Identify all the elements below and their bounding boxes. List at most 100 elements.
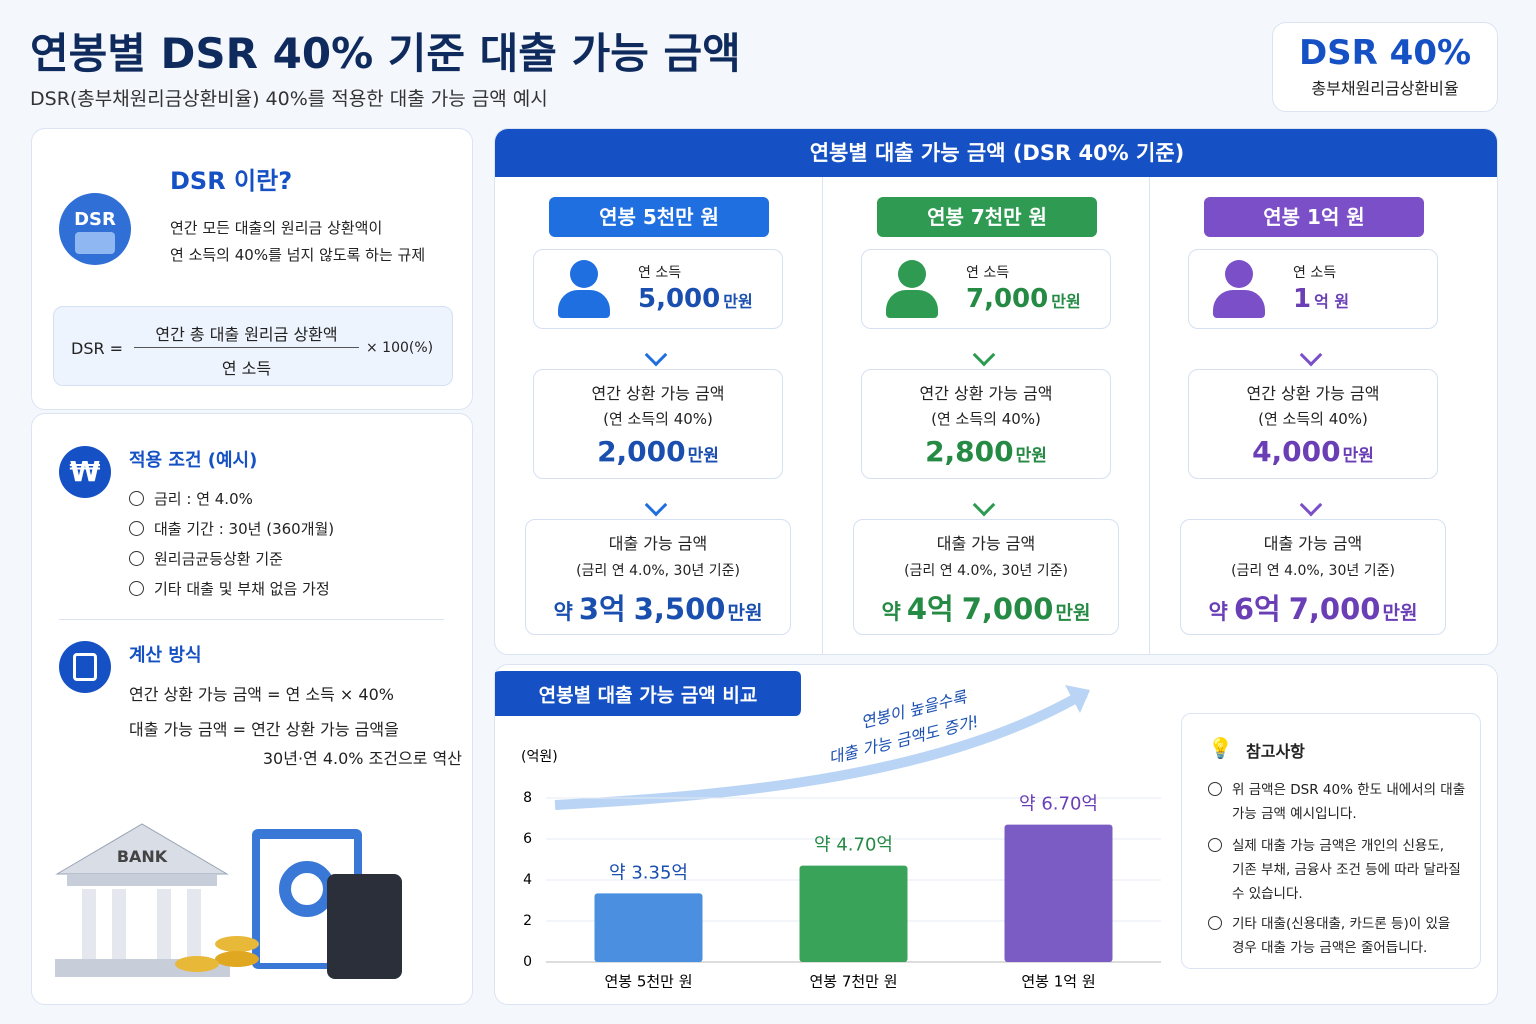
repay-number: 4,000 xyxy=(1252,435,1341,468)
method-line: 대출 가능 금액 = 연간 상환 가능 금액을 xyxy=(129,720,399,739)
down-arrow xyxy=(972,343,996,367)
fraction-line xyxy=(134,347,359,348)
person-icon xyxy=(1213,260,1265,320)
income-number: 7,000 xyxy=(966,284,1049,314)
loan-prefix: 약 xyxy=(881,600,901,624)
check-icon xyxy=(129,581,144,596)
icon-card xyxy=(75,232,115,254)
definition-title: DSR 이란? xyxy=(170,167,293,195)
formula-box: DSR = 연간 총 대출 원리금 상환액 연 소득 × 100(%) xyxy=(53,306,453,386)
repay-subtitle: (연 소득의 40%) xyxy=(931,410,1041,428)
condition-item: 대출 기간 : 30년 (360개월) xyxy=(154,520,335,538)
loan-title: 대출 가능 금액 xyxy=(1263,534,1363,553)
case-label: 연봉 1억 원 xyxy=(1204,197,1424,237)
conditions-title: 적용 조건 (예시) xyxy=(129,450,258,471)
income-label: 연 소득 xyxy=(966,265,1010,281)
method-title: 계산 방식 xyxy=(129,645,202,666)
income-number: 1 xyxy=(1293,284,1312,314)
calculator xyxy=(327,874,402,979)
repay-number: 2,800 xyxy=(925,435,1014,468)
definition-panel: DSR 이란? DSR 연간 모든 대출의 원리금 상환액이 연 소득의 40%… xyxy=(31,128,473,410)
person-head xyxy=(570,260,598,288)
income-box: 연 소득 1 억 원 xyxy=(1188,249,1438,329)
column xyxy=(157,889,171,959)
check-icon xyxy=(1208,916,1222,930)
person-head xyxy=(1225,260,1253,288)
repay-value: 2,800 만원 xyxy=(862,435,1110,468)
method-line: 30년·연 4.0% 조건으로 역산 xyxy=(262,749,462,768)
formula-factor: × 100(%) xyxy=(366,340,434,356)
loan-subtitle: (금리 연 4.0%, 30년 기준) xyxy=(576,563,740,579)
y-axis-label: (억원) xyxy=(521,749,558,765)
repay-subtitle: (연 소득의 40%) xyxy=(1258,410,1368,428)
repay-value: 2,000 만원 xyxy=(534,435,782,468)
loan-unit: 만원 xyxy=(1382,602,1418,624)
bank-label: BANK xyxy=(117,847,168,866)
value-label: 약 4.70억 xyxy=(814,835,893,856)
value-label: 약 3.35억 xyxy=(609,862,688,883)
loan-rest: 3,500 xyxy=(633,592,726,626)
bar xyxy=(1004,824,1113,962)
repay-title: 연간 상환 가능 금액 xyxy=(591,384,725,403)
loan-main: 6억 xyxy=(1233,592,1281,626)
check-icon xyxy=(129,521,144,536)
loan-rest: 7,000 xyxy=(1288,592,1381,626)
y-tick-label: 6 xyxy=(523,831,532,847)
column xyxy=(82,889,96,959)
page-title: 연봉별 DSR 40% 기준 대출 가능 금액 xyxy=(30,29,741,78)
dsr-icon-text: DSR xyxy=(74,209,116,230)
x-tick-label: 연봉 5천만 원 xyxy=(604,973,692,991)
loan-box: 대출 가능 금액 (금리 연 4.0%, 30년 기준) 약 3억 3,500 만원 xyxy=(525,519,791,635)
loan-title: 대출 가능 금액 xyxy=(608,534,708,553)
method-line: 연간 상환 가능 금액 = 연 소득 × 40% xyxy=(129,685,394,704)
repay-number: 2,000 xyxy=(597,435,686,468)
person-body xyxy=(886,290,938,318)
income-label: 연 소득 xyxy=(1293,265,1337,281)
chart-panel: 연봉별 대출 가능 금액 비교 (억원) 연봉이 높을수록 대출 가능 금액도 증… xyxy=(494,664,1498,1005)
column xyxy=(112,889,126,959)
coin xyxy=(215,936,259,952)
condition-item: 원리금균등상환 기준 xyxy=(154,550,283,568)
repay-box: 연간 상환 가능 금액 (연 소득의 40%) 2,800 만원 xyxy=(861,369,1111,479)
loan-box: 대출 가능 금액 (금리 연 4.0%, 30년 기준) 약 6억 7,000 만원 xyxy=(1180,519,1446,635)
down-arrow xyxy=(1299,493,1323,517)
loan-value: 약 6억 7,000 만원 xyxy=(1181,586,1445,628)
check-icon xyxy=(1208,838,1222,852)
person-head xyxy=(898,260,926,288)
y-tick-label: 0 xyxy=(523,954,532,970)
income-unit: 억 원 xyxy=(1314,292,1350,311)
arrow-head xyxy=(1065,685,1090,713)
income-number: 5,000 xyxy=(638,284,721,314)
notes-title: 참고사항 xyxy=(1246,742,1305,761)
income-box: 연 소득 5,000 만원 xyxy=(533,249,783,329)
condition-item: 기타 대출 및 부채 없음 가정 xyxy=(154,580,330,598)
loan-rest: 7,000 xyxy=(961,592,1054,626)
bulb-icon: 💡 xyxy=(1208,736,1233,760)
income-value: 7,000 만원 xyxy=(966,284,1081,314)
coin xyxy=(175,956,219,972)
conditions-panel: ₩ 적용 조건 (예시) 금리 : 연 4.0% 대출 기간 : 30년 (360… xyxy=(31,413,473,1005)
definition-line: 연간 모든 대출의 원리금 상환액이 xyxy=(170,219,383,237)
down-arrow xyxy=(644,493,668,517)
page-subtitle: DSR(총부채원리금상환비율) 40%를 적용한 대출 가능 금액 예시 xyxy=(30,88,548,110)
repay-unit: 만원 xyxy=(1342,446,1374,466)
person-body xyxy=(1213,290,1265,318)
loan-prefix: 약 xyxy=(553,600,573,624)
repay-unit: 만원 xyxy=(1015,446,1047,466)
badge-subtitle: 총부채원리금상환비율 xyxy=(1311,79,1459,98)
check-icon xyxy=(129,551,144,566)
loan-main: 3억 xyxy=(578,592,626,626)
income-value: 5,000 만원 xyxy=(638,284,753,314)
down-arrow xyxy=(1299,343,1323,367)
notes-box: 💡 참고사항 위 금액은 DSR 40% 한도 내에서의 대출 가능 금액 예시… xyxy=(1181,713,1481,969)
chart-title: 연봉별 대출 가능 금액 비교 xyxy=(539,685,758,707)
down-arrow xyxy=(972,493,996,517)
note-item: 위 금액은 DSR 40% 한도 내에서의 대출 가능 금액 예시입니다. xyxy=(1232,782,1466,822)
case-label: 연봉 7천만 원 xyxy=(877,197,1097,237)
income-label: 연 소득 xyxy=(638,265,682,281)
